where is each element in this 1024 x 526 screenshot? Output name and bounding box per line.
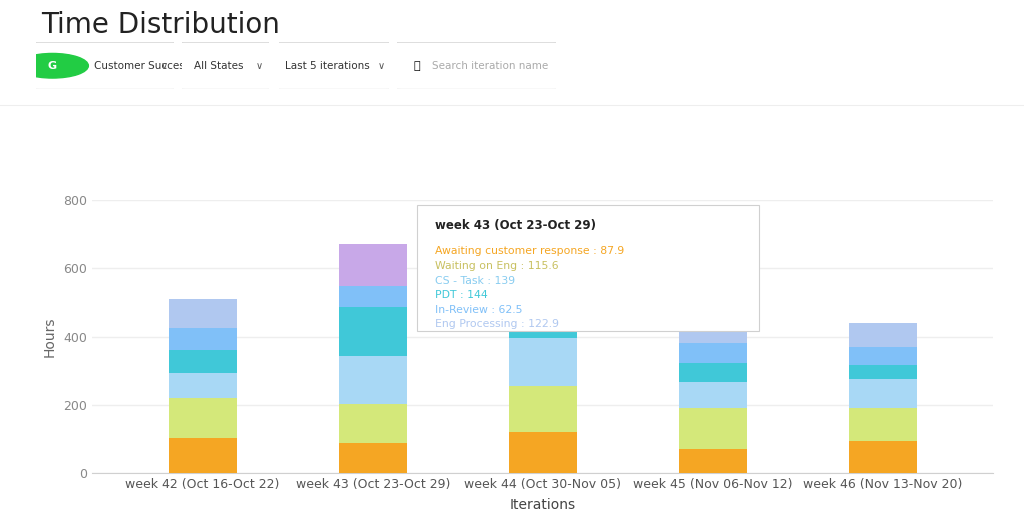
Text: All States: All States	[195, 60, 244, 71]
Bar	[339, 443, 407, 473]
Bar	[849, 408, 916, 441]
Circle shape	[16, 54, 88, 78]
Bar	[679, 382, 746, 408]
FancyBboxPatch shape	[28, 42, 182, 89]
Bar	[679, 343, 746, 363]
Bar	[849, 347, 916, 365]
Bar	[509, 287, 577, 338]
Bar	[339, 356, 407, 404]
Text: Eng Processing : 122.9: Eng Processing : 122.9	[434, 319, 558, 329]
Text: G: G	[48, 60, 57, 71]
Bar	[849, 441, 916, 473]
Bar	[339, 244, 407, 286]
Bar	[679, 363, 746, 382]
FancyBboxPatch shape	[272, 42, 395, 89]
X-axis label: Iterations: Iterations	[510, 498, 575, 512]
Bar	[849, 365, 916, 379]
Text: 🔍: 🔍	[414, 60, 420, 71]
Text: CS - Task : 139: CS - Task : 139	[434, 276, 515, 286]
Bar	[169, 438, 237, 473]
Bar	[169, 328, 237, 350]
Bar	[509, 386, 577, 432]
Text: Customer Success: Customer Success	[94, 60, 190, 71]
Text: In-Review : 62.5: In-Review : 62.5	[434, 305, 522, 315]
Text: week 43 (Oct 23-Oct 29): week 43 (Oct 23-Oct 29)	[434, 219, 596, 232]
Text: ∨: ∨	[161, 60, 168, 71]
Bar	[169, 372, 237, 398]
Bar	[509, 338, 577, 386]
FancyBboxPatch shape	[417, 205, 759, 331]
Bar	[849, 379, 916, 408]
Y-axis label: Hours: Hours	[42, 317, 56, 357]
Bar	[339, 307, 407, 356]
Bar	[169, 299, 237, 328]
Bar	[509, 265, 577, 287]
Bar	[679, 316, 746, 343]
FancyBboxPatch shape	[177, 42, 274, 89]
Text: ∨: ∨	[378, 60, 385, 71]
Bar	[339, 286, 407, 307]
Text: Search iteration name: Search iteration name	[432, 60, 549, 71]
Bar	[849, 323, 916, 347]
Text: Awaiting customer response : 87.9: Awaiting customer response : 87.9	[434, 246, 624, 256]
Text: Last 5 iterations: Last 5 iterations	[285, 60, 370, 71]
Text: Time Distribution: Time Distribution	[41, 11, 280, 38]
Bar	[169, 350, 237, 372]
Bar	[679, 449, 746, 473]
Bar	[509, 432, 577, 473]
Text: Waiting on Eng : 115.6: Waiting on Eng : 115.6	[434, 261, 558, 271]
Text: PDT : 144: PDT : 144	[434, 290, 487, 300]
Bar	[509, 220, 577, 265]
Text: ∨: ∨	[255, 60, 262, 71]
FancyBboxPatch shape	[388, 42, 565, 89]
Bar	[679, 408, 746, 449]
Bar	[169, 398, 237, 438]
Bar	[339, 404, 407, 443]
